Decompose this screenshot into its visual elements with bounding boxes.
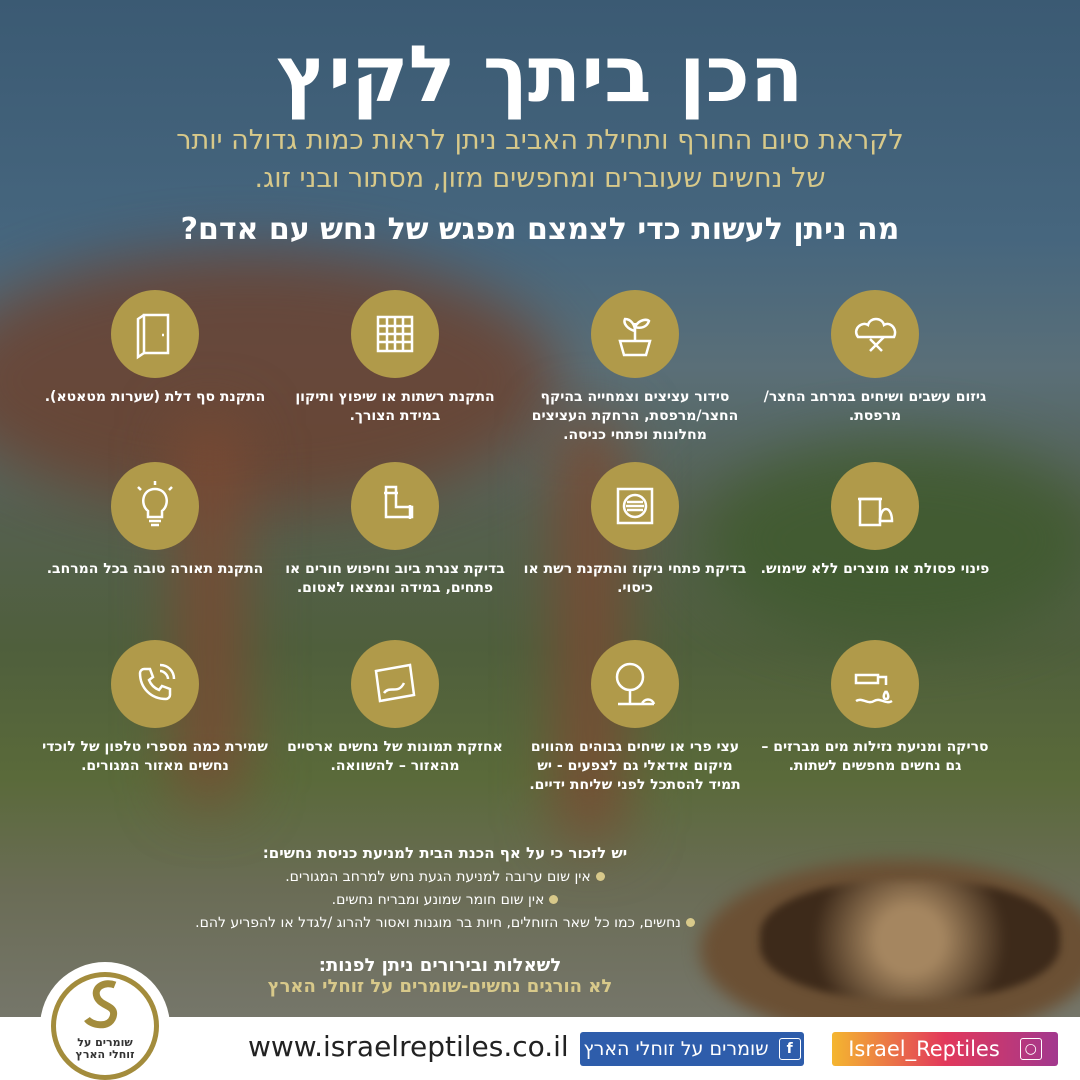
tip-text: שמירת כמה מספרי טלפון של לוכדי נחשים מאז… xyxy=(42,739,268,774)
background-pergola xyxy=(0,250,560,510)
tip-item: סידור עציצים וצמחייה בהיקף החצר/מרפסת, ה… xyxy=(520,290,750,445)
note-bullet: נחשים, כמו כל שאר הזוחלים, חיות בר מוגנו… xyxy=(150,912,740,935)
subtitle-line: לקראת סיום החורף ותחילת האביב ניתן לראות… xyxy=(176,125,904,156)
tip-item: סריקה ומניעת נזילות מים מברזים – גם נחשי… xyxy=(760,640,990,776)
drain-icon xyxy=(591,462,679,550)
tip-text: עצי פרי או שיחים גבוהים מהווים מיקום איד… xyxy=(529,739,741,793)
instagram-icon: ○ xyxy=(1019,1038,1042,1060)
contact-slogan: לא הורגים נחשים-שומרים על זוחלי הארץ xyxy=(267,976,613,997)
tip-text: פינוי פסולת או מוצרים ללא שימוש. xyxy=(760,561,990,577)
note-bullet: אין שום חומר שמונע ומבריח נחשים. xyxy=(150,889,740,912)
tip-item: אחזקת תמונות של נחשים ארסיים מהאזור – לה… xyxy=(280,640,510,776)
tip-text: בדיקת צנרת ביוב וחיפוש חורים או פתחים, ב… xyxy=(285,561,505,596)
hedge-trimming-icon xyxy=(831,290,919,378)
note-bullet: אין שום ערובה למניעת הגעת נחש למרחב המגו… xyxy=(150,866,740,889)
website-link[interactable]: www.israelreptiles.co.il xyxy=(248,1030,569,1063)
question-heading: מה ניתן לעשות כדי לצמצם מפגש של נחש עם א… xyxy=(180,212,900,247)
light-bulb-icon xyxy=(111,462,199,550)
water-leak-icon xyxy=(831,640,919,728)
plant-pot-icon xyxy=(591,290,679,378)
snake-logo-icon xyxy=(84,980,118,1029)
mesh-screen-icon xyxy=(351,290,439,378)
facebook-label: שומרים על זוחלי הארץ xyxy=(583,1038,769,1060)
reminder-note: יש לזכור כי על אף הכנת הבית למניעת כניסת… xyxy=(150,842,740,935)
tip-item: פינוי פסולת או מוצרים ללא שימוש. xyxy=(760,462,990,579)
note-heading: יש לזכור כי על אף הכנת הבית למניעת כניסת… xyxy=(262,844,628,862)
snake-photo-icon xyxy=(351,640,439,728)
page-title: הכן ביתך לקיץ xyxy=(276,30,804,120)
phone-icon xyxy=(111,640,199,728)
tip-text: התקנת סף דלת (שערות מטאטא). xyxy=(44,389,266,405)
tip-text: בדיקת פתחי ניקוז והתקנת רשת או כיסוי. xyxy=(523,561,747,596)
tip-item: שמירת כמה מספרי טלפון של לוכדי נחשים מאז… xyxy=(40,640,270,776)
tip-text: סריקה ומניעת נזילות מים מברזים – גם נחשי… xyxy=(761,739,989,774)
contact-block: לשאלות ובירורים ניתן לפנות: לא הורגים נח… xyxy=(170,955,710,997)
logo-text: זוחלי הארץ xyxy=(75,1048,135,1061)
tip-text: התקנת תאורה טובה בכל המרחב. xyxy=(46,561,264,577)
subtitle-line: של נחשים שעוברים ומחפשים מזון, מסתור ובנ… xyxy=(254,163,826,194)
tip-item: התקנת סף דלת (שערות מטאטא). xyxy=(40,290,270,407)
tip-item: בדיקת פתחי ניקוז והתקנת רשת או כיסוי. xyxy=(520,462,750,598)
organization-logo: שומרים על זוחלי הארץ xyxy=(40,962,170,1080)
logo-text: שומרים על xyxy=(77,1036,133,1049)
door-icon xyxy=(111,290,199,378)
subtitle: לקראת סיום החורף ותחילת האביב ניתן לראות… xyxy=(0,122,1080,198)
bullet-text: אין שום ערובה למניעת הגעת נחש למרחב המגו… xyxy=(285,869,591,885)
tip-text: אחזקת תמונות של נחשים ארסיים מהאזור – לה… xyxy=(287,739,503,774)
bullet-dot-icon xyxy=(685,918,695,927)
pipe-icon xyxy=(351,462,439,550)
snake-coil xyxy=(760,880,1060,1000)
bullet-text: אין שום חומר שמונע ומבריח נחשים. xyxy=(331,892,545,908)
tip-item: התקנת תאורה טובה בכל המרחב. xyxy=(40,462,270,579)
tip-item: גיזום עשבים ושיחים במרחב החצר/ מרפסת. xyxy=(760,290,990,426)
tip-item: בדיקת צנרת ביוב וחיפוש חורים או פתחים, ב… xyxy=(280,462,510,598)
tip-item: עצי פרי או שיחים גבוהים מהווים מיקום איד… xyxy=(520,640,750,795)
bullet-dot-icon xyxy=(595,872,605,881)
bullet-text: נחשים, כמו כל שאר הזוחלים, חיות בר מוגנו… xyxy=(195,915,681,931)
instagram-label: Israel_Reptiles xyxy=(848,1037,1000,1061)
facebook-link[interactable]: f שומרים על זוחלי הארץ xyxy=(580,1032,804,1066)
tip-text: סידור עציצים וצמחייה בהיקף החצר/מרפסת, ה… xyxy=(531,389,739,443)
trash-disposal-icon xyxy=(831,462,919,550)
fruit-tree-icon xyxy=(591,640,679,728)
tip-item: התקנת רשתות או שיפוץ ותיקון במידת הצורך. xyxy=(280,290,510,426)
tip-text: התקנת רשתות או שיפוץ ותיקון במידת הצורך. xyxy=(295,389,495,424)
bullet-dot-icon xyxy=(549,895,559,904)
contact-heading: לשאלות ובירורים ניתן לפנות: xyxy=(318,955,562,976)
tip-text: גיזום עשבים ושיחים במרחב החצר/ מרפסת. xyxy=(763,389,987,424)
instagram-link[interactable]: Israel_Reptiles ○ xyxy=(832,1032,1058,1066)
facebook-icon: f xyxy=(778,1038,801,1060)
